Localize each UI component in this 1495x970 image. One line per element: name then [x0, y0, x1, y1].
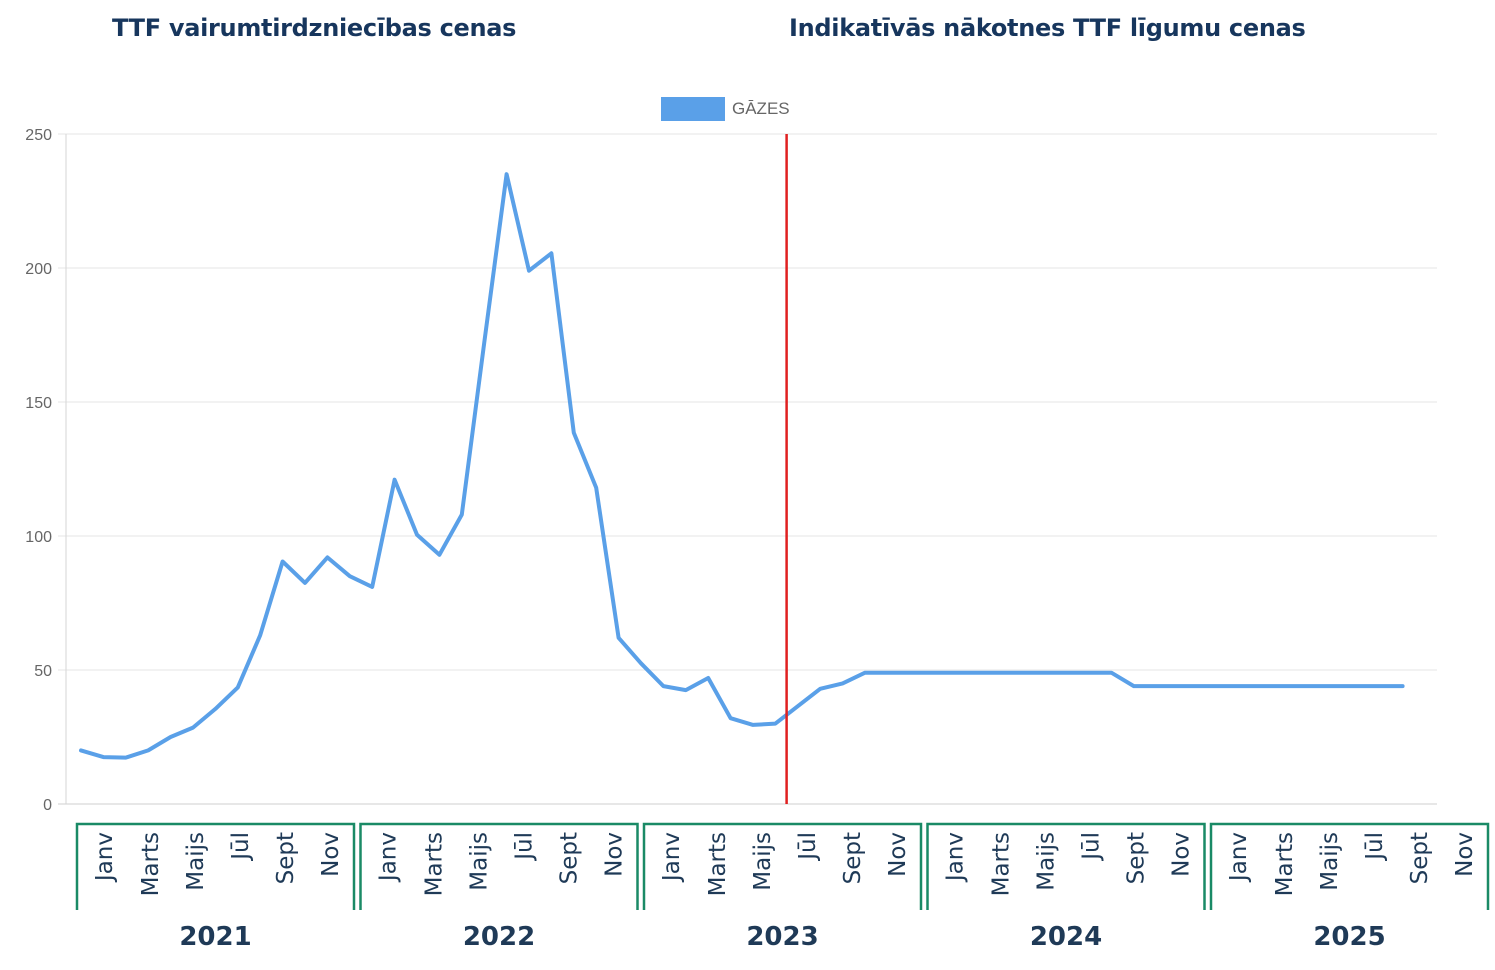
month-label: Jūl [795, 832, 821, 862]
month-label: Maijs [1034, 832, 1060, 891]
series-layer [79, 172, 1405, 760]
y-tick-label: 100 [25, 529, 52, 546]
right-title: Indikatīvās nākotnes TTF līgumu cenas [789, 14, 1306, 42]
legend: GĀZES [661, 97, 790, 121]
month-label: Nov [885, 832, 911, 877]
month-label: Nov [1452, 832, 1478, 877]
y-tick-label: 0 [43, 797, 52, 814]
month-label: Sept [273, 832, 299, 884]
month-label: Sept [1124, 832, 1150, 884]
month-label: Jūl [512, 832, 538, 862]
month-label: Marts [1272, 832, 1298, 896]
month-label: Maijs [183, 832, 209, 891]
month-label: Maijs [1317, 832, 1343, 891]
y-tick-label: 250 [25, 127, 52, 144]
y-axis: 0 50 100 150 200 250 [25, 127, 67, 814]
month-label: Sept [557, 832, 583, 884]
year-bracket [359, 822, 639, 910]
month-label: Jūl [1362, 832, 1388, 862]
year-label: 2021 [179, 922, 251, 952]
left-title: TTF vairumtirdzniecības cenas [112, 14, 517, 42]
year-bracket [1209, 822, 1490, 910]
month-label: Janv [376, 832, 402, 883]
month-label: Nov [602, 832, 628, 877]
year-label: 2025 [1313, 922, 1385, 952]
legend-label: GĀZES [732, 99, 790, 118]
legend-swatch [661, 97, 725, 121]
month-label: Sept [1407, 832, 1433, 884]
month-label: Marts [138, 832, 164, 896]
year-bracket [642, 822, 923, 910]
month-label: Jūl [228, 832, 254, 862]
series-line-gazes [79, 172, 1405, 760]
year-label: 2022 [463, 922, 535, 952]
year-bracket [926, 822, 1206, 910]
y-tick-label: 50 [34, 663, 52, 680]
month-label: Janv [92, 832, 118, 883]
month-label: Maijs [467, 832, 493, 891]
month-label: Janv [1226, 832, 1252, 883]
month-label: Marts [705, 832, 731, 896]
month-label: Nov [1169, 832, 1195, 877]
month-label: Janv [943, 832, 969, 883]
grid-lines [58, 133, 1437, 805]
year-label: 2024 [1030, 922, 1102, 952]
y-tick-label: 200 [25, 261, 52, 278]
month-label: Jūl [1079, 832, 1105, 862]
month-label: Janv [659, 832, 685, 883]
x-axis-months: Janv Marts Maijs Jūl Sept Nov 2021 Janv Marts Mai… [75, 822, 1490, 952]
y-tick-label: 150 [25, 395, 52, 412]
year-bracket [75, 822, 356, 910]
month-label: Maijs [750, 832, 776, 891]
year-label: 2023 [746, 922, 818, 952]
month-label: Marts [422, 832, 448, 896]
month-label: Sept [840, 832, 866, 884]
month-label: Nov [318, 832, 344, 877]
month-label: Marts [989, 832, 1015, 896]
